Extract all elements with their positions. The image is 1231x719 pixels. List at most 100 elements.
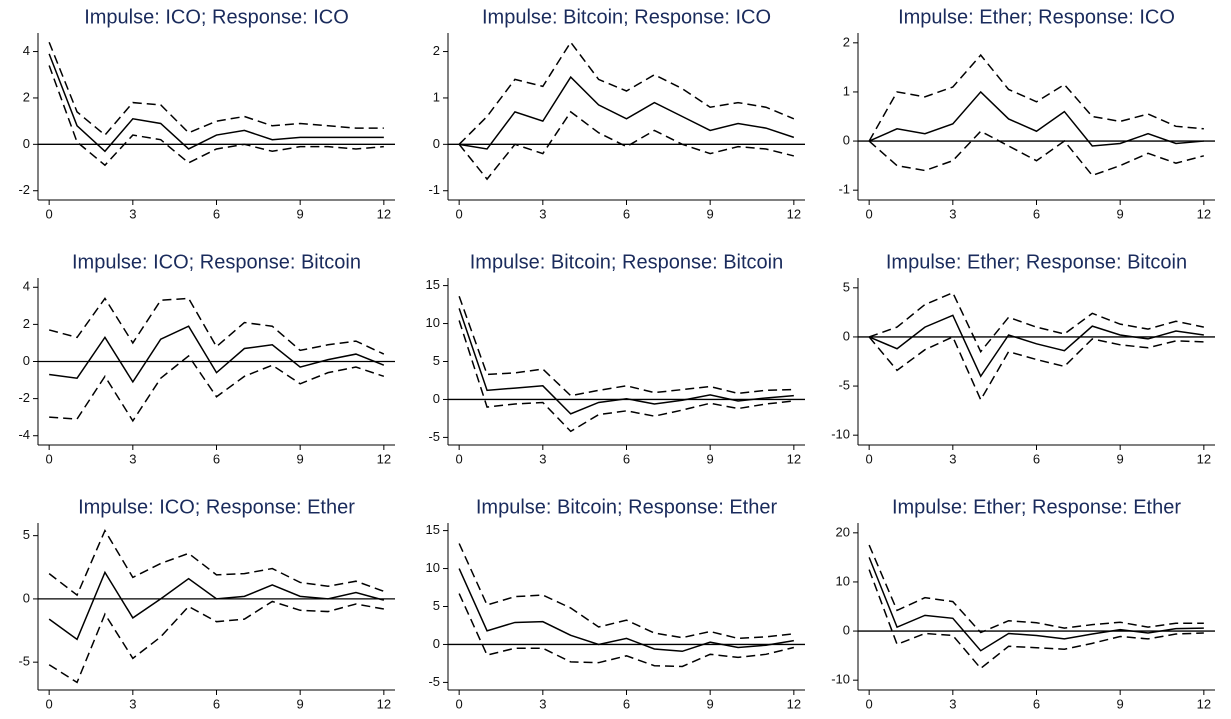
panel: Impulse: ICO; Response: Bitcoin -4 -2 0 2 4 0 3… bbox=[18, 251, 395, 466]
x-tick-label: 6 bbox=[1033, 696, 1040, 711]
confidence-band-line bbox=[458, 40, 795, 145]
x-tick-label: 12 bbox=[787, 451, 801, 466]
x-tick-label: 12 bbox=[787, 696, 801, 711]
y-tick-label: 1 bbox=[433, 89, 440, 104]
y-tick-label: 5 bbox=[23, 527, 30, 542]
y-tick-label: 4 bbox=[23, 43, 30, 58]
y-tick-label: 1 bbox=[843, 83, 850, 98]
irf-line bbox=[48, 570, 385, 641]
confidence-band-line bbox=[458, 543, 794, 640]
y-tick-label: 0 bbox=[23, 590, 30, 605]
x-tick-label: 6 bbox=[1033, 451, 1040, 466]
panel: Impulse: Bitcoin; Response: Ether -5 0 5 10 1… bbox=[426, 496, 805, 711]
x-tick-label: 6 bbox=[623, 696, 630, 711]
chart-title: Impulse: ICO; Response: Bitcoin bbox=[72, 251, 361, 273]
confidence-band-line bbox=[48, 297, 385, 355]
y-tick-label: 0 bbox=[843, 328, 850, 343]
y-tick-label: 2 bbox=[23, 316, 30, 331]
x-tick-label: 12 bbox=[1197, 451, 1211, 466]
x-tick-label: 12 bbox=[377, 451, 391, 466]
irf-line bbox=[49, 325, 385, 384]
chart-title: Impulse: Bitcoin; Response: Ether bbox=[476, 496, 778, 518]
y-tick-label: -2 bbox=[18, 182, 30, 197]
x-tick-label: 3 bbox=[129, 206, 136, 221]
confidence-band-line bbox=[868, 335, 1204, 402]
x-tick-label: 9 bbox=[1117, 206, 1124, 221]
y-tick-label: 10 bbox=[426, 315, 440, 330]
y-tick-label: -10 bbox=[831, 427, 850, 442]
y-tick-label: 0 bbox=[23, 353, 30, 368]
y-tick-label: 0 bbox=[433, 136, 440, 151]
x-tick-label: 12 bbox=[377, 696, 391, 711]
confidence-band-line bbox=[48, 600, 384, 684]
x-tick-label: 0 bbox=[46, 206, 53, 221]
x-tick-label: 0 bbox=[866, 696, 873, 711]
x-tick-label: 0 bbox=[456, 451, 463, 466]
x-tick-label: 0 bbox=[456, 696, 463, 711]
irf-line bbox=[458, 308, 794, 415]
irf-line bbox=[458, 568, 794, 653]
x-tick-label: 0 bbox=[46, 696, 53, 711]
y-tick-label: -5 bbox=[18, 654, 30, 669]
x-tick-label: 3 bbox=[949, 696, 956, 711]
confidence-band-line bbox=[48, 65, 384, 167]
y-tick-label: 15 bbox=[426, 277, 440, 292]
x-tick-label: 9 bbox=[297, 696, 304, 711]
x-tick-label: 9 bbox=[1117, 451, 1124, 466]
chart-title: Impulse: Ether; Response: Bitcoin bbox=[886, 251, 1187, 273]
chart-title: Impulse: Ether; Response: ICO bbox=[898, 6, 1175, 28]
chart-title: Impulse: ICO; Response: Ether bbox=[78, 496, 355, 518]
y-tick-label: -2 bbox=[18, 390, 30, 405]
y-tick-label: 2 bbox=[843, 34, 850, 49]
irf-line bbox=[868, 90, 1204, 147]
irf-line bbox=[868, 557, 1204, 652]
x-tick-label: 6 bbox=[213, 451, 220, 466]
x-tick-label: 12 bbox=[1197, 206, 1211, 221]
chart-title: Impulse: Ether; Response: Ether bbox=[892, 496, 1181, 518]
irf-line bbox=[459, 75, 795, 150]
confidence-band-line bbox=[868, 569, 1204, 670]
confidence-band-line bbox=[868, 291, 1204, 354]
x-tick-label: 3 bbox=[539, 206, 546, 221]
y-tick-label: 10 bbox=[836, 573, 850, 588]
y-tick-label: 2 bbox=[433, 43, 440, 58]
x-tick-label: 0 bbox=[46, 451, 53, 466]
y-tick-label: 2 bbox=[23, 89, 30, 104]
x-tick-label: 9 bbox=[1117, 696, 1124, 711]
y-tick-label: 4 bbox=[23, 279, 30, 294]
panel: Impulse: Bitcoin; Response: Bitcoin -5 0 5 1… bbox=[426, 251, 805, 466]
y-tick-label: 0 bbox=[23, 136, 30, 151]
x-tick-label: 0 bbox=[456, 206, 463, 221]
y-tick-label: 5 bbox=[433, 353, 440, 368]
confidence-band-line bbox=[868, 130, 1205, 177]
x-tick-label: 6 bbox=[213, 696, 220, 711]
confidence-band-line bbox=[458, 593, 795, 668]
x-tick-label: 6 bbox=[623, 451, 630, 466]
panel: Impulse: ICO; Response: Ether -5 0 5 0 3 6 9 12 bbox=[18, 496, 395, 711]
y-tick-label: -5 bbox=[428, 429, 440, 444]
y-tick-label: 0 bbox=[433, 391, 440, 406]
y-tick-label: 0 bbox=[843, 622, 850, 637]
panel: Impulse: Ether; Response: Ether -10 0 10 20 0… bbox=[831, 496, 1215, 711]
x-tick-label: 9 bbox=[297, 206, 304, 221]
irf-line bbox=[868, 314, 1204, 378]
panel: Impulse: Ether; Response: Bitcoin -10 -5 0 5… bbox=[831, 251, 1215, 466]
x-tick-label: 3 bbox=[949, 206, 956, 221]
x-tick-label: 3 bbox=[949, 451, 956, 466]
x-tick-label: 12 bbox=[377, 206, 391, 221]
y-tick-label: -10 bbox=[831, 672, 850, 687]
x-tick-label: 6 bbox=[1033, 206, 1040, 221]
chart-title: Impulse: Bitcoin; Response: Bitcoin bbox=[470, 251, 784, 273]
x-tick-label: 6 bbox=[213, 206, 220, 221]
confidence-band-line bbox=[458, 110, 795, 181]
y-tick-label: 0 bbox=[843, 132, 850, 147]
confidence-band-line bbox=[868, 53, 1204, 142]
confidence-band-line bbox=[48, 528, 385, 597]
chart-title: Impulse: Bitcoin; Response: ICO bbox=[482, 6, 771, 28]
confidence-band-line bbox=[458, 320, 794, 433]
confidence-band-line bbox=[868, 544, 1204, 634]
x-tick-label: 9 bbox=[297, 451, 304, 466]
x-tick-label: 3 bbox=[129, 451, 136, 466]
